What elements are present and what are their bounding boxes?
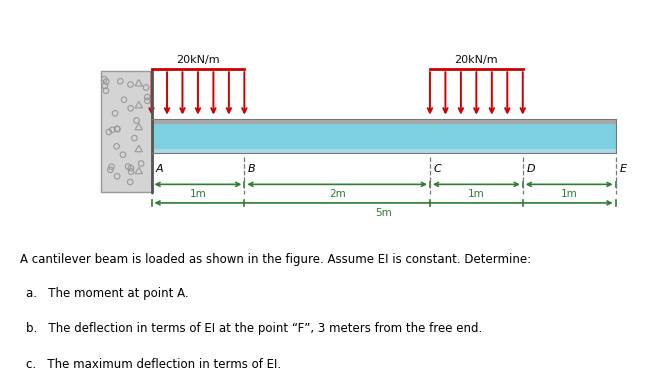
Text: a.   The moment at point A.: a. The moment at point A.: [27, 287, 189, 300]
Text: E: E: [619, 164, 626, 174]
Bar: [101, 71, 152, 192]
Text: A cantilever beam is loaded as shown in the figure. Assume EI is constant. Deter: A cantilever beam is loaded as shown in …: [20, 253, 531, 266]
Text: 2m: 2m: [329, 189, 346, 199]
Text: 1m: 1m: [190, 189, 206, 199]
Text: 1m: 1m: [561, 189, 577, 199]
Bar: [152, 149, 615, 153]
Text: C: C: [434, 164, 442, 174]
Text: A: A: [155, 164, 163, 174]
Text: D: D: [526, 164, 535, 174]
Text: c.   The maximum deflection in terms of EI.: c. The maximum deflection in terms of EI…: [27, 358, 282, 371]
Text: 20kN/m: 20kN/m: [176, 54, 220, 65]
Text: b.   The deflection in terms of EI at the point “F”, 3 meters from the free end.: b. The deflection in terms of EI at the …: [27, 322, 483, 335]
Text: 1m: 1m: [468, 189, 485, 199]
Bar: [152, 119, 615, 125]
Text: B: B: [248, 164, 256, 174]
Text: 5m: 5m: [375, 207, 392, 217]
Bar: [152, 119, 615, 153]
Text: 20kN/m: 20kN/m: [454, 54, 498, 65]
